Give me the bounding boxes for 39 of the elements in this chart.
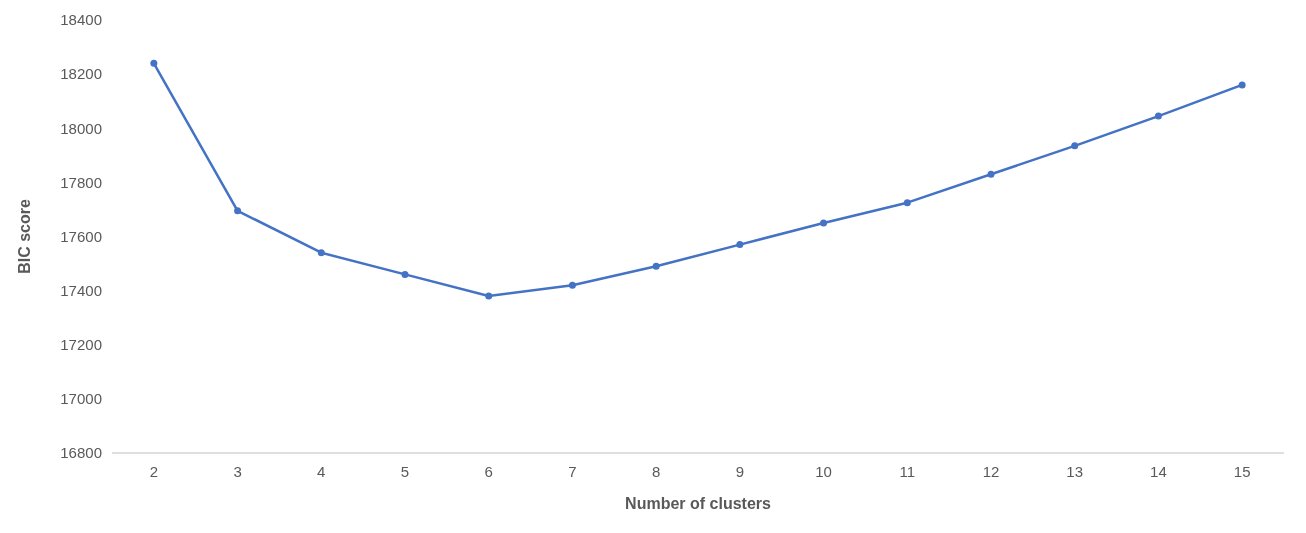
y-axis-title: BIC score [16,199,33,274]
x-tick-label: 4 [317,463,326,480]
x-tick-label: 7 [568,463,577,480]
x-tick-label: 9 [735,463,745,480]
point [568,281,576,289]
x-tick-label: 3 [233,463,242,480]
y-tick-label: 17200 [60,336,102,353]
point [234,207,242,215]
x-axis-title: Number of clusters [625,495,772,512]
point [1154,112,1162,120]
point [150,59,158,67]
point [1071,142,1079,150]
x-tick-label: 2 [149,463,159,480]
y-tick-label: 17800 [60,173,102,191]
point [903,199,911,207]
y-tick-label: 18400 [60,11,102,29]
point [1238,81,1246,89]
y-tick-label: 16800 [60,444,102,462]
x-tick-label: 5 [400,463,410,480]
point [652,262,660,270]
point [485,292,493,300]
point [820,219,828,227]
y-tick-label: 18000 [60,119,102,137]
point [987,170,995,178]
x-tick-label: 11 [899,463,916,480]
x-tick-label: 15 [1233,463,1251,480]
y-tick-label: 17400 [60,281,102,299]
x-tick-label: 10 [815,463,832,480]
x-tick-label: 13 [1066,463,1084,480]
x-tick-label: 14 [1150,463,1167,480]
x-tick-label: 12 [982,463,1000,480]
point [317,249,325,257]
y-tick-label: 17600 [60,227,102,245]
point [736,241,744,249]
x-tick-label: 8 [651,463,661,480]
point [401,270,409,278]
y-tick-label: 18200 [60,65,102,83]
y-tick-label: 17000 [60,390,102,408]
x-tick-label: 6 [484,463,493,480]
